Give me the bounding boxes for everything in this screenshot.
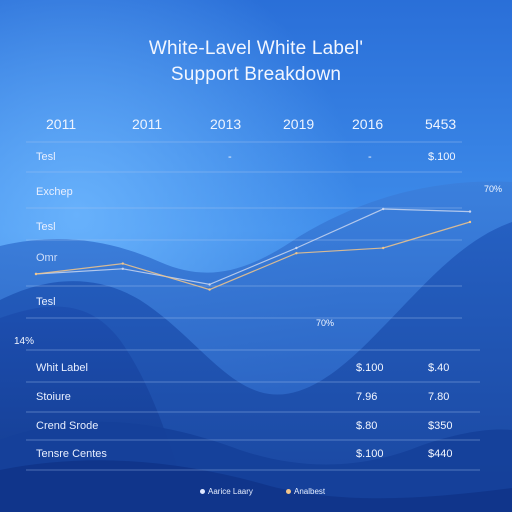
annotation-mid-percent: 70% xyxy=(316,318,335,328)
year-label-4: 2019 xyxy=(283,116,315,132)
legend-label-1: Aarice Laary xyxy=(208,487,253,496)
table-row-1-col2: $.40 xyxy=(428,362,450,374)
table-row-4-label: Tensre Centes xyxy=(36,448,107,460)
series-layer xyxy=(34,207,472,291)
annotation-left-percent: 14% xyxy=(14,336,35,347)
legend-label-2: Analbest xyxy=(294,487,326,496)
row-1-value-2: - xyxy=(368,151,372,163)
series-2-point-1 xyxy=(34,272,38,276)
hill-foreground-edge xyxy=(0,460,512,512)
series-1-point-2 xyxy=(121,267,125,270)
series-line-2 xyxy=(35,221,471,291)
row-label-1: Tesl xyxy=(36,151,56,163)
table-row-2-col1: 7.96 xyxy=(356,391,378,403)
series-1-point-3 xyxy=(208,283,211,286)
year-label-2: 2011 xyxy=(132,116,163,132)
series-2-point-3 xyxy=(208,288,211,291)
table-row-3-label: Crend Srode xyxy=(36,420,99,432)
chart-title-line-1: White-Lavel White Label' xyxy=(148,38,364,59)
series-1-point-5 xyxy=(382,207,385,211)
series-2-point-2 xyxy=(121,262,125,265)
year-label-1: 2011 xyxy=(46,116,77,132)
table-row-2-label: Stoiure xyxy=(36,391,71,403)
row-label-5: Tesl xyxy=(36,296,56,308)
row-label-3: Tesl xyxy=(36,221,56,233)
row-label-4: Omr xyxy=(36,252,58,264)
table-row-4-col1: $.100 xyxy=(356,448,384,460)
table-row-3-col1: $.80 xyxy=(356,420,378,432)
series-line-1 xyxy=(35,208,471,286)
legend-swatch-2 xyxy=(286,489,291,494)
legend-swatch-1 xyxy=(200,489,205,494)
series-2-point-6 xyxy=(468,220,472,224)
series-1-point-4 xyxy=(295,246,298,250)
year-label-3: 2013 xyxy=(210,116,242,132)
annotation-right-percent: 70% xyxy=(484,184,503,194)
table-row-2-col2: 7.80 xyxy=(428,391,450,403)
year-label-6: 5453 xyxy=(425,116,457,132)
series-1-point-6 xyxy=(468,210,472,213)
year-label-5: 2016 xyxy=(352,116,384,132)
chart-title-line-2: Support Breakdown xyxy=(170,64,342,85)
table-row-1-label: Whit Label xyxy=(36,362,88,374)
row-1-value-1: - xyxy=(228,151,232,163)
table-row-1-col1: $.100 xyxy=(356,362,384,374)
series-2-point-4 xyxy=(295,252,298,255)
row-1-value-3: $.100 xyxy=(428,151,456,163)
series-2-point-5 xyxy=(382,246,385,250)
grid-lines xyxy=(26,141,480,471)
row-label-2: Exchep xyxy=(36,186,73,198)
table-row-3-col2: $350 xyxy=(428,420,453,432)
table-row-4-col2: $440 xyxy=(428,448,453,460)
